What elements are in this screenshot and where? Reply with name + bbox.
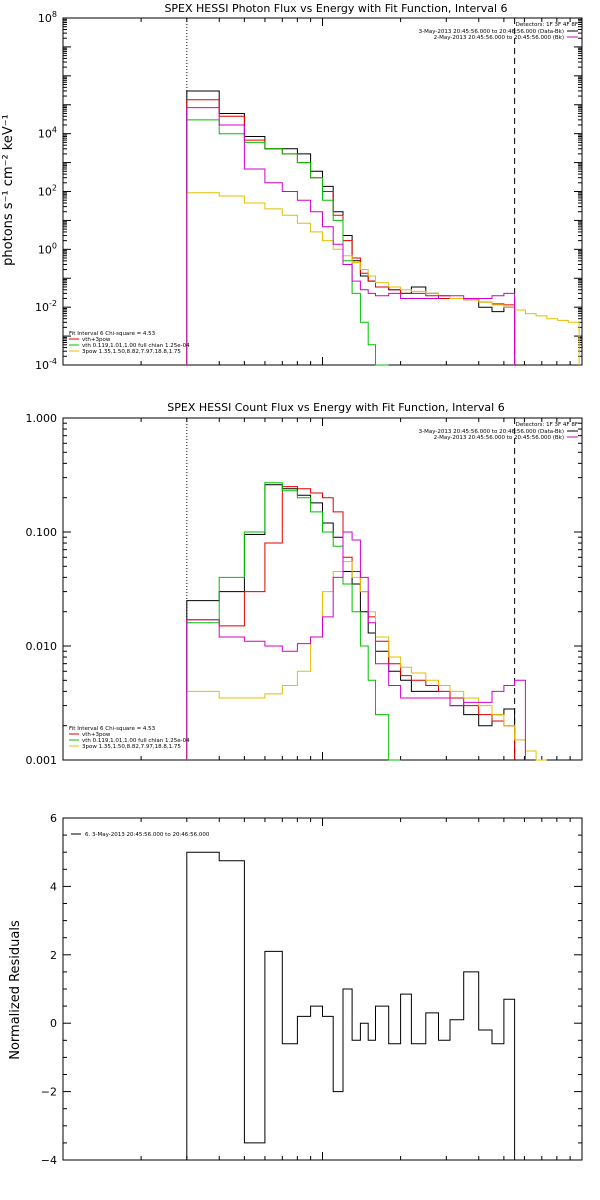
y-tick-label: 108 xyxy=(38,10,57,25)
y-tick-label: −2 xyxy=(41,1086,57,1099)
series-line xyxy=(186,561,547,761)
legend-entry: 3pow 1.35,1.50,8.82,7.97,18.8,1.75 xyxy=(82,744,181,750)
count-flux-plot: 1.000 0.100 0.010 0.001 Detectors: 1F 3F 4F … xyxy=(26,412,583,767)
legend-entry: vth 0.119,1.01,1.00 full chian 1.25e-04 xyxy=(82,343,190,349)
y-tick-base: 10 xyxy=(35,301,49,314)
photon-flux-ylabel: photons s⁻¹ cm⁻² keV⁻¹ xyxy=(1,114,16,266)
series-line xyxy=(186,531,526,760)
y-tick-base: 10 xyxy=(38,128,52,141)
y-tick-label: −4 xyxy=(41,1154,57,1167)
y-tick-label: 10-4 xyxy=(35,357,57,372)
y-tick-base: 10 xyxy=(38,243,52,256)
legend-entry: vth+3pow xyxy=(82,337,111,343)
series-line xyxy=(186,482,401,761)
count-flux-title: SPEX HESSI Count Flux vs Energy with Fit… xyxy=(167,401,504,414)
y-tick-exponent: -2 xyxy=(49,299,57,308)
y-tick-label: 0.100 xyxy=(26,526,58,539)
y-tick-exponent: 4 xyxy=(52,126,57,135)
y-tick-label: 102 xyxy=(38,184,57,199)
y-tick-exponent: -4 xyxy=(49,357,57,366)
y-tick-label: 6 xyxy=(50,812,57,825)
series-line xyxy=(186,107,516,365)
count-flux-panel: SPEX HESSI Count Flux vs Energy with Fit… xyxy=(26,401,583,767)
plot-frame xyxy=(62,817,583,1161)
legend-header: Detectors: 1F 3F 4F 8F xyxy=(516,22,578,28)
legend-header: Detectors: 1F 3F 4F 8F xyxy=(516,422,578,428)
y-tick-label: 2 xyxy=(50,949,57,962)
y-tick-exponent: 8 xyxy=(52,10,57,19)
y-tick-exponent: 2 xyxy=(52,184,57,193)
legend-header: Fit Interval 6 Chi-square = 4.53 xyxy=(69,331,156,337)
series-line xyxy=(186,851,516,1160)
series-line xyxy=(186,486,516,760)
legend-entry: 6. 3-May-2013 20:45:56.000 to 20:46:56.0… xyxy=(85,832,210,838)
y-tick-label: 104 xyxy=(38,126,57,141)
y-tick-label: 0.001 xyxy=(26,754,58,767)
photon-flux-panel: SPEX HESSI Photon Flux vs Energy with Fi… xyxy=(1,2,583,372)
legend-entry: vth+3pow xyxy=(82,732,111,738)
legend-entry: 3-May-2013 20:45:56.000 to 20:46:56.000 … xyxy=(419,429,564,435)
legend-entry: 2-May-2013 20:45:56.000 to 20:45:56.000 … xyxy=(434,35,564,41)
legend-entry: 2-May-2013 20:45:56.000 to 20:45:56.000 … xyxy=(434,435,564,441)
legend-header: Fit Interval 6 Chi-square = 4.53 xyxy=(69,726,156,732)
series-line xyxy=(186,119,389,366)
y-tick-label: 0.010 xyxy=(26,640,58,653)
residuals-plot: −4 −2 0 2 4 6 6. 3-May-2013 20:45:56.000 to 20… xyxy=(41,812,583,1167)
y-tick-base: 10 xyxy=(35,359,49,372)
series-line xyxy=(186,99,516,365)
series-line xyxy=(186,90,516,365)
residuals-ylabel: Normalized Residuals xyxy=(8,920,23,1060)
legend-entry: vth 0.119,1.01,1.00 full chian 1.25e-04 xyxy=(82,738,190,744)
y-tick-label: 10-2 xyxy=(35,299,57,314)
series-line xyxy=(186,484,516,760)
y-tick-base: 10 xyxy=(38,12,52,25)
y-tick-label: 100 xyxy=(38,241,57,256)
legend-entry: 3-May-2013 20:45:56.000 to 20:46:56.000 … xyxy=(419,29,564,35)
photon-flux-title: SPEX HESSI Photon Flux vs Energy with Fi… xyxy=(164,2,507,15)
y-tick-label: 1.000 xyxy=(26,412,58,425)
y-tick-label: 4 xyxy=(50,880,57,893)
y-tick-exponent: 0 xyxy=(52,241,57,250)
y-tick-base: 10 xyxy=(38,186,52,199)
y-tick-label: 0 xyxy=(50,1017,57,1030)
residuals-panel: Normalized Residuals −4 −2 0 2 4 6 6. 3-May-20… xyxy=(8,812,583,1167)
series-line xyxy=(186,192,580,365)
legend-entry: 3pow 1.35,1.50,8.82,7.97,18.8,1.75 xyxy=(82,349,181,355)
